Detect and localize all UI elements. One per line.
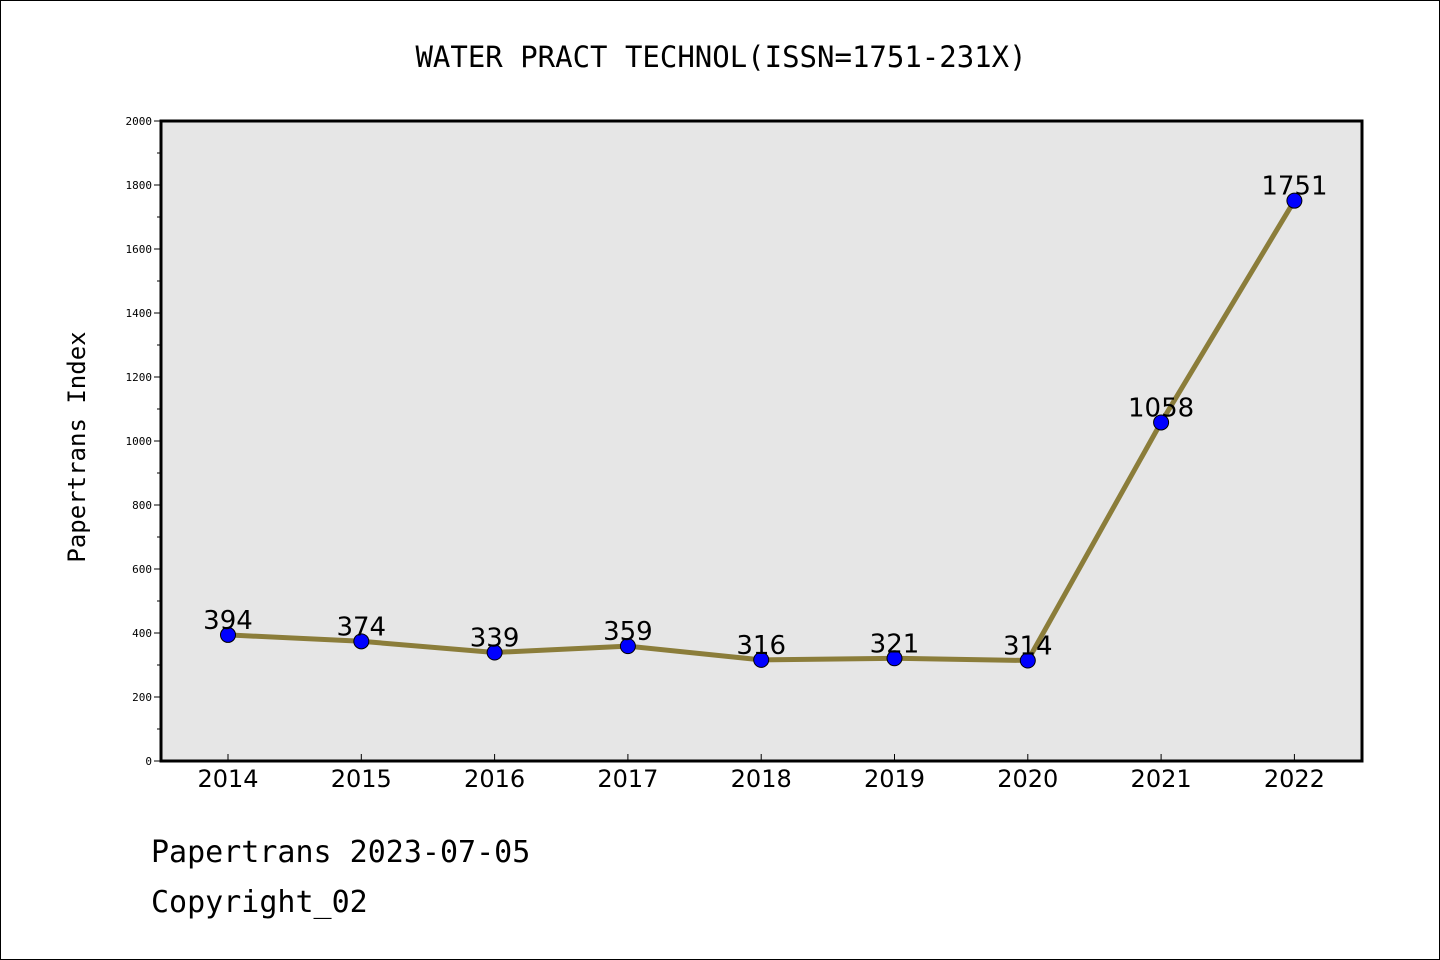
footer-date-text: Papertrans 2023-07-05 (151, 835, 531, 870)
y-tick-label: 600 (132, 563, 152, 576)
data-label: 316 (736, 631, 786, 661)
data-label: 394 (203, 606, 253, 636)
plot-border (159, 119, 1364, 763)
chart-marks: 0 200 400 600 800 1000 1200 1400 1600 1800 2000 201… (126, 115, 1328, 793)
data-label: 314 (1003, 632, 1053, 662)
y-tick-label: 1000 (126, 435, 153, 448)
y-tick-label: 1400 (126, 307, 153, 320)
x-tick-label: 2018 (731, 765, 792, 793)
data-point-marker (753, 651, 770, 668)
data-label: 321 (870, 629, 920, 659)
x-tick-label: 2015 (331, 765, 392, 793)
data-label: 1751 (1261, 172, 1327, 202)
data-point-marker (353, 633, 370, 650)
x-tick-label: 2017 (597, 765, 658, 793)
data-point-marker (1286, 192, 1303, 209)
y-tick-label: 2000 (126, 115, 153, 128)
y-tick-label: 1800 (126, 179, 153, 192)
y-tick-label: 1200 (126, 371, 153, 384)
x-tick-label: 2016 (464, 765, 525, 793)
chart-title: WATER PRACT TECHNOL(ISSN=1751-231X) (415, 40, 1026, 74)
data-point-marker (1019, 652, 1036, 669)
y-tick-label: 200 (132, 691, 152, 704)
y-tick-label: 1600 (126, 243, 153, 256)
x-tick-label: 2014 (197, 765, 258, 793)
data-label: 359 (603, 617, 653, 647)
y-tick-label: 0 (145, 755, 152, 768)
data-point-marker (220, 626, 236, 643)
data-label: 339 (470, 624, 520, 654)
y-axis-label: Papertrans Index (63, 331, 91, 562)
y-tick-label: 400 (132, 627, 152, 640)
y-tick-label: 800 (132, 499, 152, 512)
data-point-marker (486, 644, 503, 661)
data-point-marker (886, 650, 903, 667)
x-tick-label: 2022 (1264, 765, 1325, 793)
footer-copyright-text: Copyright_02 (151, 885, 368, 920)
data-point-marker (619, 638, 636, 655)
x-tick-label: 2021 (1131, 765, 1192, 793)
data-label: 1058 (1128, 393, 1194, 423)
data-label: 374 (336, 612, 386, 642)
x-tick-label: 2020 (997, 765, 1058, 793)
x-tick-label: 2019 (864, 765, 925, 793)
data-point-marker (1153, 414, 1170, 431)
